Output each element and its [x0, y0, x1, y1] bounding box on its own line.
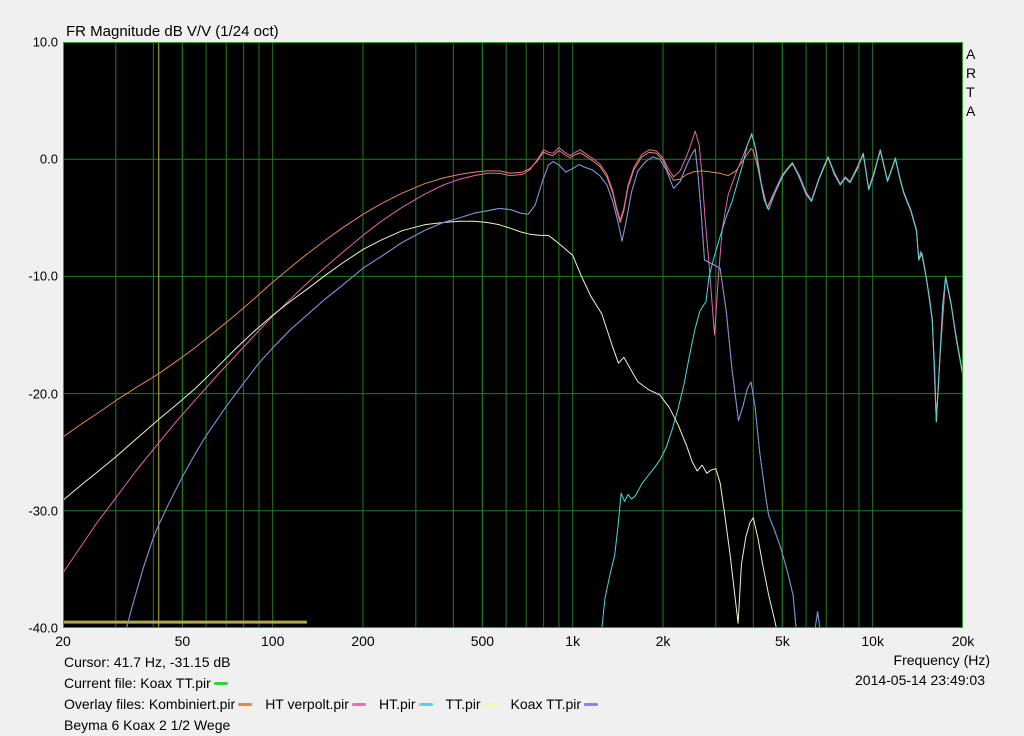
current-file-name: Koax TT.pir: [140, 675, 211, 691]
x-tick-label: 10k: [861, 633, 884, 649]
status-block: Cursor: 41.7 Hz, -31.15 dB Current file:…: [64, 652, 611, 736]
x-tick-label: 20: [55, 633, 71, 649]
overlay-color-dash: [483, 703, 498, 706]
overlay-color-dash: [351, 703, 366, 706]
y-tick-label: -40.0: [28, 620, 58, 636]
x-tick-label: 2k: [655, 633, 671, 649]
datetime-stamp: 2014-05-14 23:49:03: [855, 672, 985, 688]
curve-ht-verpolt-pir: [63, 130, 963, 574]
overlay-file-item: HT.pir: [379, 696, 433, 712]
y-tick-label: 10.0: [32, 34, 58, 50]
curve-tt-pir: [63, 220, 777, 628]
y-tick-label: -20.0: [28, 386, 58, 402]
overlay-file-item: Kombiniert.pir: [148, 696, 253, 712]
current-file-label: Current file:: [64, 675, 141, 691]
overlay-file-name: Koax TT.pir: [510, 696, 582, 712]
x-tick-label: 500: [470, 633, 495, 649]
overlay-file-name: TT.pir: [445, 696, 481, 712]
plot-background: [63, 42, 963, 628]
cursor-readout: Cursor: 41.7 Hz, -31.15 dB: [64, 654, 231, 670]
overlay-file-item: HT verpolt.pir: [265, 696, 366, 712]
overlay-file-item: TT.pir: [446, 696, 498, 712]
x-tick-label: 20k: [951, 633, 975, 649]
y-tick-label: -10.0: [28, 268, 58, 284]
overlay-file-name: Kombiniert.pir: [148, 696, 236, 712]
overlay-file-name: HT verpolt.pir: [265, 696, 349, 712]
x-tick-label: 1k: [565, 633, 581, 649]
curve-koax-tt-pir: [125, 148, 821, 628]
measurement-note: Beyma 6 Koax 2 1/2 Wege: [64, 717, 231, 733]
x-tick-label: 100: [261, 633, 285, 649]
overlay-files-line: Overlay files: Kombiniert.pir HT verpolt.…: [64, 694, 611, 715]
plot-border: [63, 42, 963, 628]
page-title: FR Magnitude dB V/V (1/24 oct): [66, 23, 279, 40]
fr-magnitude-plot[interactable]: [63, 42, 963, 628]
overlay-color-dash: [238, 703, 253, 706]
x-tick-label: 200: [351, 633, 375, 649]
arta-watermark: A R T A: [966, 46, 977, 119]
overlay-file-item: Koax TT.pir: [511, 696, 599, 712]
x-tick-label: 5k: [774, 633, 790, 649]
curve-ht-pir: [601, 134, 963, 628]
y-tick-label: 0.0: [39, 151, 58, 167]
overlay-color-dash: [584, 703, 599, 706]
current-file-color-dash: [213, 682, 228, 685]
overlay-files-label: Overlay files:: [64, 696, 149, 712]
overlay-file-name: HT.pir: [378, 696, 416, 712]
x-tick-label: 50: [174, 633, 191, 649]
x-axis-title: Frequency (Hz): [893, 652, 990, 668]
y-tick-label: -30.0: [28, 503, 58, 519]
current-file-line: Current file: Koax TT.pir: [64, 673, 611, 694]
overlay-color-dash: [418, 703, 433, 706]
